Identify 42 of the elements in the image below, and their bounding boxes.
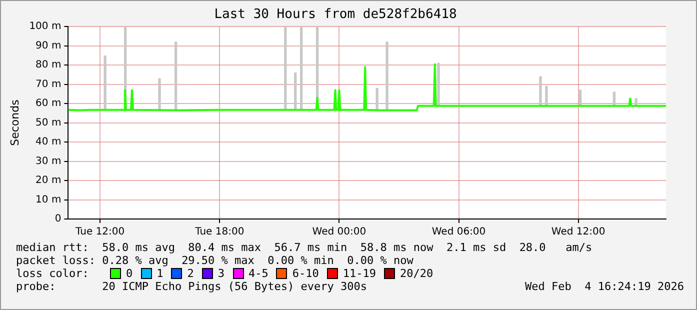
x-tick-label: Tue 18:00 (194, 226, 244, 238)
y-tick-label: 80 m (36, 60, 62, 71)
bar (386, 42, 388, 110)
legend-label: 2 (187, 267, 194, 280)
y-tick-label: 10 m (36, 194, 62, 206)
legend-label: 11-19 (342, 267, 376, 280)
legend-label: 20/20 (400, 267, 434, 280)
text: probe: 20 ICMP Echo Pings (56 Bytes) every 300s (16, 280, 367, 293)
legend-title: loss color: (16, 267, 90, 280)
legend-label: 4-5 (248, 267, 268, 280)
y-tick-label: 90 m (36, 40, 62, 52)
y-tick-label: 30 m (36, 156, 62, 167)
y-tick-label: 70 m (36, 78, 62, 90)
y-tick-label: 40 m (36, 136, 62, 148)
x-tick-label: Wed 12:00 (551, 226, 606, 238)
bar (376, 88, 378, 110)
bar (437, 62, 440, 106)
y-tick-label: 20 m (36, 175, 62, 186)
bar (104, 56, 106, 110)
chart-title: Last 30 Hours from de528f2b6418 (214, 7, 457, 22)
text: median rtt: 58.0 ms avg 80.4 ms max 56.7 ms min 58.8 ms now 2.1 ms sd 28.0 am/s (15, 241, 594, 254)
bar (539, 76, 542, 106)
x-tick-label: Wed 06:00 (432, 226, 486, 238)
legend-label: 1 (156, 267, 164, 280)
x-tick-label: Wed 00:00 (312, 226, 366, 238)
bar (545, 86, 548, 106)
y-axis-title: Seconds (8, 99, 22, 146)
legend-label: 6-10 (292, 267, 319, 280)
y-tick-label: 100 m (29, 21, 62, 32)
legend-label: 0 (126, 267, 133, 280)
y-tick-label: 50 m (36, 117, 62, 128)
bar (174, 42, 178, 110)
bar (294, 72, 297, 110)
text: packet loss: 0.28 % avg 29.50 % max 0.00 % min 0.00 % now (15, 254, 414, 267)
bar (284, 26, 287, 110)
y-tick-label: 60 m (36, 98, 62, 110)
bar (158, 78, 161, 110)
bar (300, 26, 303, 110)
y-tick-label: 0 (54, 214, 62, 225)
text: Wed Feb 4 16:24:19 2026 (525, 280, 684, 293)
legend-label: 3 (218, 267, 224, 280)
x-tick-label: Tue 12:00 (74, 226, 125, 238)
